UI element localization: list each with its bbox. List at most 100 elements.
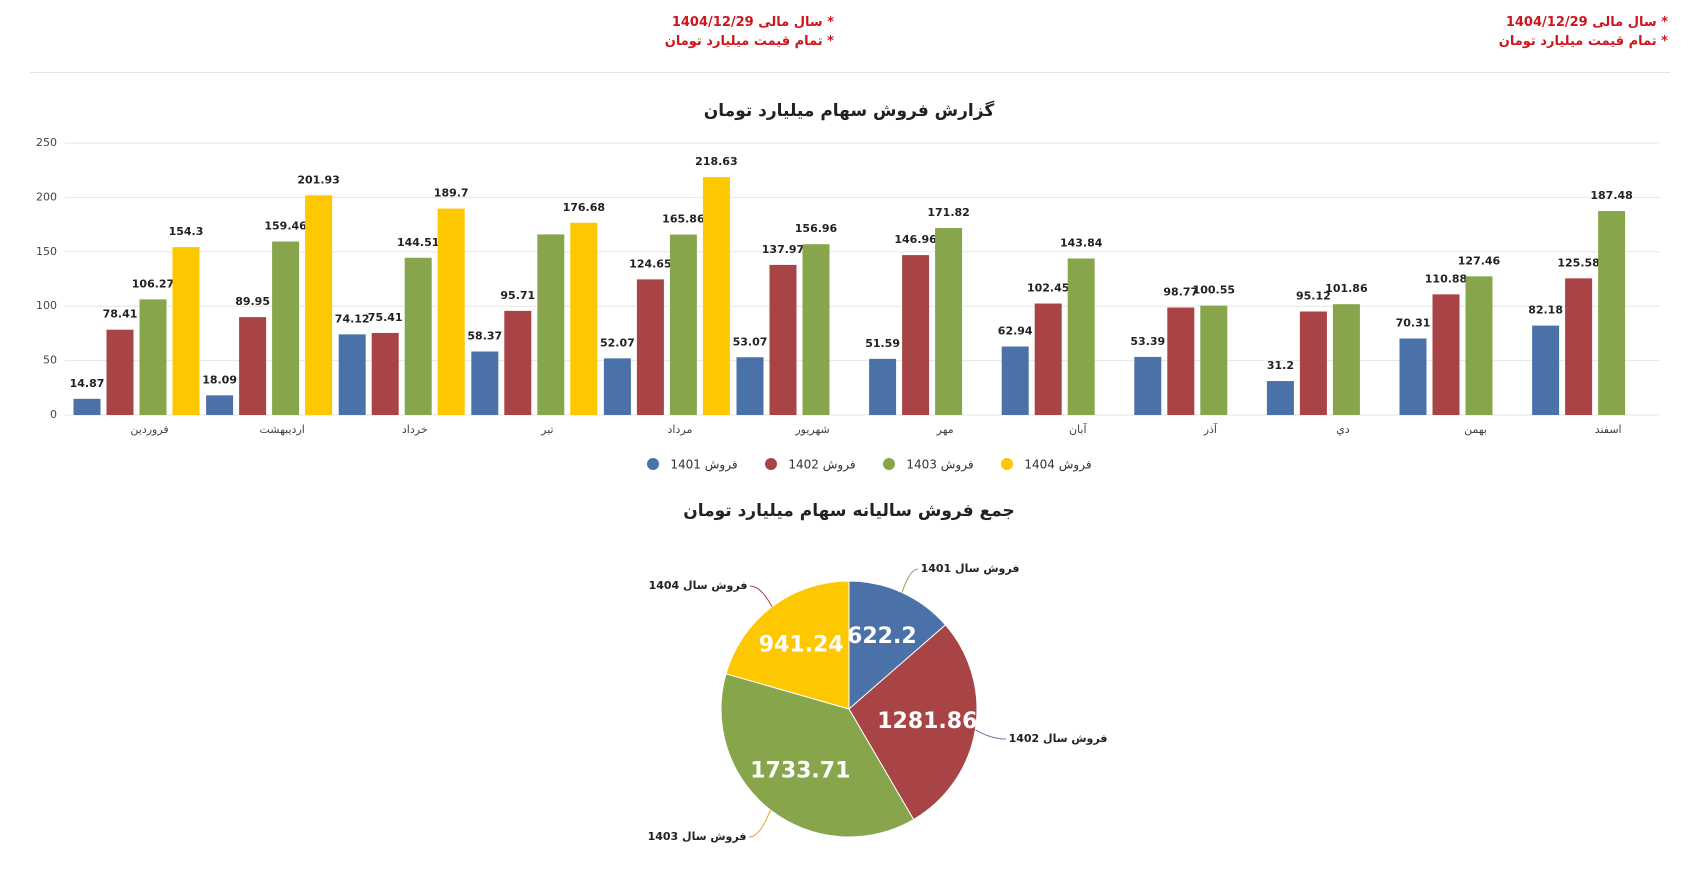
value-label: 70.31 [1396, 317, 1431, 330]
bar [1167, 307, 1195, 415]
legend-label: فروش 1403 [906, 458, 973, 473]
bar [603, 358, 631, 415]
notes: * سال مالی 1404/12/29 * تمام قیمت میلیار… [1499, 13, 1668, 51]
y-tick-label: 50 [43, 354, 57, 367]
x-tick-label: بهمن [1464, 423, 1487, 436]
value-label: 75.41 [368, 311, 403, 324]
value-label: 189.7 [434, 187, 469, 200]
bar [73, 398, 101, 415]
slice-value: 622.2 [847, 624, 917, 649]
bar [935, 228, 963, 415]
bar [1432, 294, 1460, 415]
bar [1465, 276, 1493, 415]
value-label: 146.96 [894, 233, 937, 246]
value-label: 201.93 [297, 173, 339, 186]
bar [239, 317, 267, 415]
note: * تمام قیمت میلیارد تومان [1498, 34, 1668, 49]
bar [669, 234, 697, 415]
pie-slice [725, 580, 850, 710]
value-label: 95.12 [1296, 290, 1331, 303]
legend-label: فروش 1404 [1024, 458, 1091, 473]
value-label: 62.94 [998, 325, 1033, 338]
leader-line [748, 809, 771, 838]
value-label: 143.84 [1060, 237, 1103, 250]
value-label: 18.09 [202, 373, 237, 386]
bar [206, 395, 234, 415]
bar [404, 257, 432, 415]
value-label: 159.46 [264, 220, 307, 233]
bar [504, 310, 532, 415]
value-label: 98.77 [1163, 286, 1198, 299]
chart-title: جمع فروش سالیانه سهام میلیارد تومان [683, 501, 1015, 521]
bar [1134, 356, 1162, 415]
value-label: 53.07 [733, 335, 768, 348]
y-tick-label: 200 [36, 190, 57, 203]
value-label: 82.18 [1528, 304, 1563, 317]
value-label: 165.86 [662, 213, 705, 226]
note: * تمام قیمت میلیارد تومان [664, 34, 834, 49]
bar [570, 222, 598, 415]
value-label: 95.71 [500, 289, 535, 302]
value-label: 127.46 [1458, 254, 1501, 267]
bar [437, 208, 465, 415]
legend-label: فروش 1401 [670, 458, 737, 473]
value-label: 137.97 [762, 243, 804, 256]
bar [1200, 305, 1228, 415]
bar [1598, 211, 1626, 415]
bar [305, 195, 333, 415]
pie-slice [720, 673, 915, 838]
bar [1067, 258, 1095, 415]
x-tick-label: تیر [540, 423, 553, 436]
legend-marker [765, 458, 777, 470]
legend-marker [1001, 458, 1013, 470]
bar [338, 334, 366, 415]
value-label: 89.95 [235, 295, 270, 308]
bar [272, 241, 300, 415]
bar [172, 247, 200, 415]
slice-value: 1281.86 [877, 709, 977, 734]
bar [1565, 278, 1593, 415]
value-label: 171.82 [927, 206, 969, 219]
bar [1266, 381, 1294, 415]
bar [902, 255, 930, 415]
x-tick-label: آذر [1203, 422, 1218, 436]
leader-line [975, 729, 1007, 740]
bar [471, 351, 499, 415]
bar [371, 332, 399, 415]
note: * سال مالی 1404/12/29 [671, 15, 834, 30]
leader-line [749, 585, 773, 608]
bar [1399, 338, 1427, 415]
value-label: 31.2 [1267, 359, 1294, 372]
value-label: 124.65 [629, 257, 671, 270]
bar [636, 279, 664, 415]
value-label: 101.86 [1325, 282, 1368, 295]
bar [1532, 325, 1560, 415]
slice-label: فروش سال 1401 [921, 562, 1020, 575]
bar [1001, 346, 1029, 415]
x-tick-label: مرداد [668, 423, 693, 436]
bar [702, 177, 730, 415]
value-label: 144.51 [397, 236, 439, 249]
divider [30, 72, 1670, 73]
value-label: 154.3 [169, 225, 204, 238]
slice-label: فروش سال 1403 [648, 830, 747, 843]
x-tick-label: خرداد [402, 423, 428, 436]
value-label: 106.27 [132, 277, 174, 290]
bar [1034, 303, 1062, 415]
bar [802, 244, 830, 415]
value-label: 102.45 [1027, 282, 1069, 295]
chart-title: گزارش فروش سهام میلیارد تومان [704, 100, 995, 121]
value-label: 14.87 [70, 377, 105, 390]
x-tick-label: شهریور [794, 423, 829, 436]
x-tick-label: اسفند [1595, 423, 1622, 436]
bar [869, 358, 897, 415]
leader-line [901, 568, 919, 593]
bar [769, 264, 797, 415]
value-label: 176.68 [563, 201, 605, 214]
bar [106, 329, 134, 415]
value-label: 58.37 [467, 329, 502, 342]
x-tick-label: آبان [1069, 422, 1087, 436]
slice-value: 941.24 [759, 633, 844, 658]
bar [736, 357, 764, 415]
